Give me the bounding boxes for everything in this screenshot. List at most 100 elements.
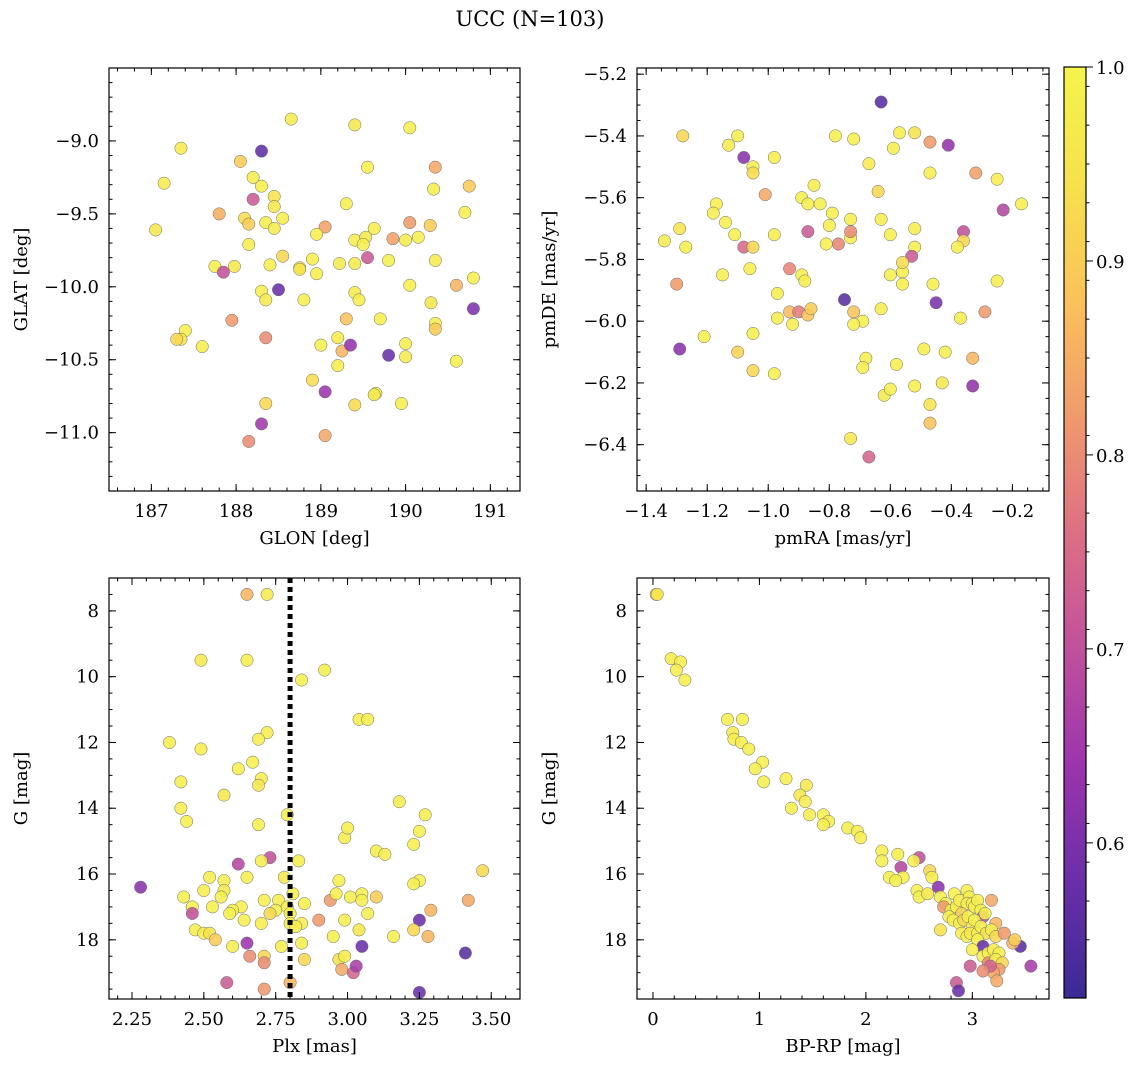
y-tick-label: 8 (616, 601, 627, 622)
data-point (923, 135, 937, 149)
data-point (838, 293, 851, 307)
data-point (333, 257, 346, 270)
data-point (310, 267, 324, 281)
data-point (427, 182, 441, 196)
data-point (847, 132, 861, 146)
data-point (252, 778, 265, 792)
data-point (297, 897, 311, 911)
data-point (462, 179, 476, 193)
data-point (844, 432, 858, 445)
data-point (162, 736, 176, 749)
y-tick-label: −5.4 (583, 126, 627, 147)
data-point (978, 305, 992, 319)
data-point (355, 893, 369, 907)
y-tick-label: 18 (76, 930, 99, 951)
data-point (312, 913, 326, 927)
y-tick-label: −5.8 (583, 249, 627, 270)
data-point (237, 913, 251, 927)
data-point (373, 312, 387, 326)
data-point (216, 265, 230, 279)
data-point (170, 332, 184, 346)
data-point (254, 854, 268, 868)
data-point (976, 964, 990, 978)
data-point (458, 946, 472, 960)
data-point (803, 808, 816, 822)
x-axis-label: GLON [deg] (259, 528, 369, 549)
y-tick-label: 10 (604, 667, 627, 688)
data-point (369, 890, 383, 904)
data-point (963, 959, 977, 973)
data-point (941, 138, 955, 152)
data-point (331, 331, 345, 345)
data-point (394, 397, 408, 410)
data-point (770, 286, 784, 300)
data-point (260, 726, 274, 740)
data-point (825, 206, 839, 220)
x-tick-label: −0.6 (868, 501, 912, 522)
data-point (174, 801, 188, 815)
data-point (874, 212, 888, 226)
data-point (801, 197, 815, 211)
data-point (990, 274, 1004, 288)
data-point (240, 653, 254, 667)
data-point (746, 364, 760, 378)
data-point (883, 268, 897, 282)
data-point (786, 317, 800, 331)
data-point (399, 337, 413, 351)
colorbar-tick-label: 1.0 (1096, 58, 1125, 79)
data-point (203, 870, 217, 884)
axes-frame (636, 67, 1050, 492)
data-point (367, 388, 381, 402)
data-point (310, 227, 324, 241)
data-point (743, 262, 757, 276)
data-point (735, 712, 749, 726)
y-axis-label: G [mag] (11, 752, 32, 825)
data-point (180, 814, 194, 828)
data-point (428, 322, 442, 336)
data-point (997, 926, 1011, 940)
data-point (338, 913, 352, 927)
data-point (259, 397, 273, 410)
data-point (908, 379, 922, 393)
data-point (874, 95, 888, 109)
data-point (226, 939, 240, 953)
data-point (428, 254, 442, 267)
data-point (263, 907, 277, 920)
data-point (255, 144, 268, 158)
data-point (731, 129, 745, 143)
data-point (240, 587, 254, 601)
y-tick-label: −6.0 (583, 311, 627, 332)
data-point (862, 157, 876, 171)
data-point (329, 887, 343, 901)
x-axis-label: BP-RP [mag] (785, 1036, 900, 1057)
data-point (276, 211, 290, 225)
y-tick-label: 16 (604, 864, 627, 885)
data-point (658, 234, 671, 248)
colorbar-tick-label: 0.8 (1096, 446, 1125, 467)
data-point (719, 215, 732, 229)
data-point (883, 382, 897, 396)
data-point (280, 808, 294, 822)
data-point (896, 256, 909, 269)
data-point (978, 907, 992, 920)
data-point (314, 338, 328, 352)
data-point (722, 138, 736, 152)
data-point (1008, 933, 1022, 947)
data-point (908, 126, 922, 140)
data-point (844, 212, 858, 226)
data-point (673, 222, 687, 236)
data-point (231, 762, 245, 776)
data-point (966, 379, 980, 393)
data-point (822, 219, 836, 232)
data-point (260, 587, 274, 601)
data-point (272, 283, 285, 297)
data-point (349, 959, 363, 973)
data-point (854, 831, 868, 845)
y-tick-label: 8 (88, 601, 99, 622)
data-point (392, 795, 406, 809)
data-point (318, 429, 332, 443)
x-tick-label: −0.4 (929, 501, 973, 522)
points (149, 112, 480, 448)
colorbar-tick-label: 0.9 (1096, 252, 1125, 273)
